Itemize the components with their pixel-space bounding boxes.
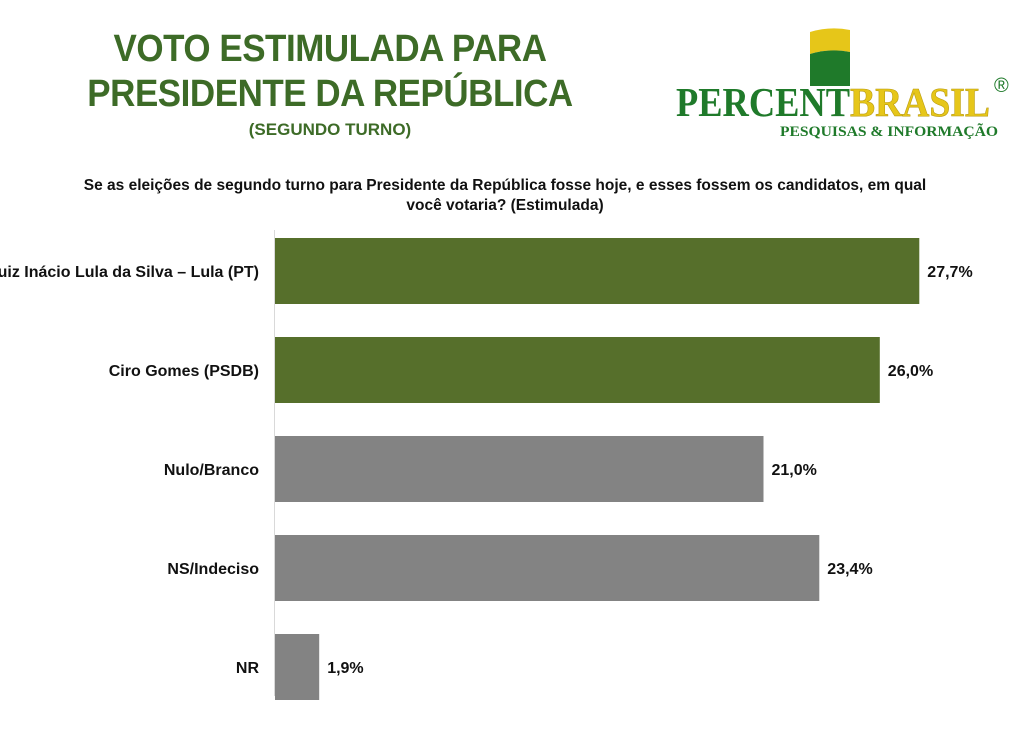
category-label: Nulo/Branco <box>164 462 259 479</box>
value-label: 26,0% <box>888 363 933 380</box>
bar <box>275 634 320 700</box>
bar-chart: Luiz Inácio Lula da Silva – Lula (PT) 27,… <box>0 230 973 700</box>
logo-brand-brasil: BRASIL <box>850 79 990 125</box>
bar <box>275 535 820 601</box>
category-label: Ciro Gomes (PSDB) <box>109 363 259 380</box>
value-label: 1,9% <box>327 660 363 677</box>
page-title-line-2: PRESIDENTE DA REPÚBLICA <box>87 73 573 115</box>
bar <box>275 337 880 403</box>
logo-green-flag <box>810 50 850 86</box>
value-label: 27,7% <box>927 264 972 281</box>
page-title-line-1: VOTO ESTIMULADA PARA <box>113 28 547 70</box>
logo-yellow-flag <box>810 28 850 54</box>
chart-question: Se as eleições de segundo turno para Pre… <box>83 177 927 214</box>
logo-tagline: PESQUISAS & INFORMAÇÃO <box>780 122 998 140</box>
value-label: 23,4% <box>827 561 872 578</box>
value-label: 21,0% <box>772 462 817 479</box>
bar <box>275 436 764 502</box>
category-label: NR <box>236 660 260 677</box>
category-label: Luiz Inácio Lula da Silva – Lula (PT) <box>0 264 259 281</box>
page-subtitle: (SEGUNDO TURNO) <box>248 120 412 139</box>
logo-brand-percent: PERCENT <box>676 79 850 125</box>
bar <box>275 238 920 304</box>
logo-registered-mark: ® <box>994 75 1009 97</box>
category-label: NS/Indeciso <box>167 561 259 578</box>
percentbrasil-logo: PERCENT BRASIL ® PESQUISAS & INFORMAÇÃO <box>676 28 1009 140</box>
